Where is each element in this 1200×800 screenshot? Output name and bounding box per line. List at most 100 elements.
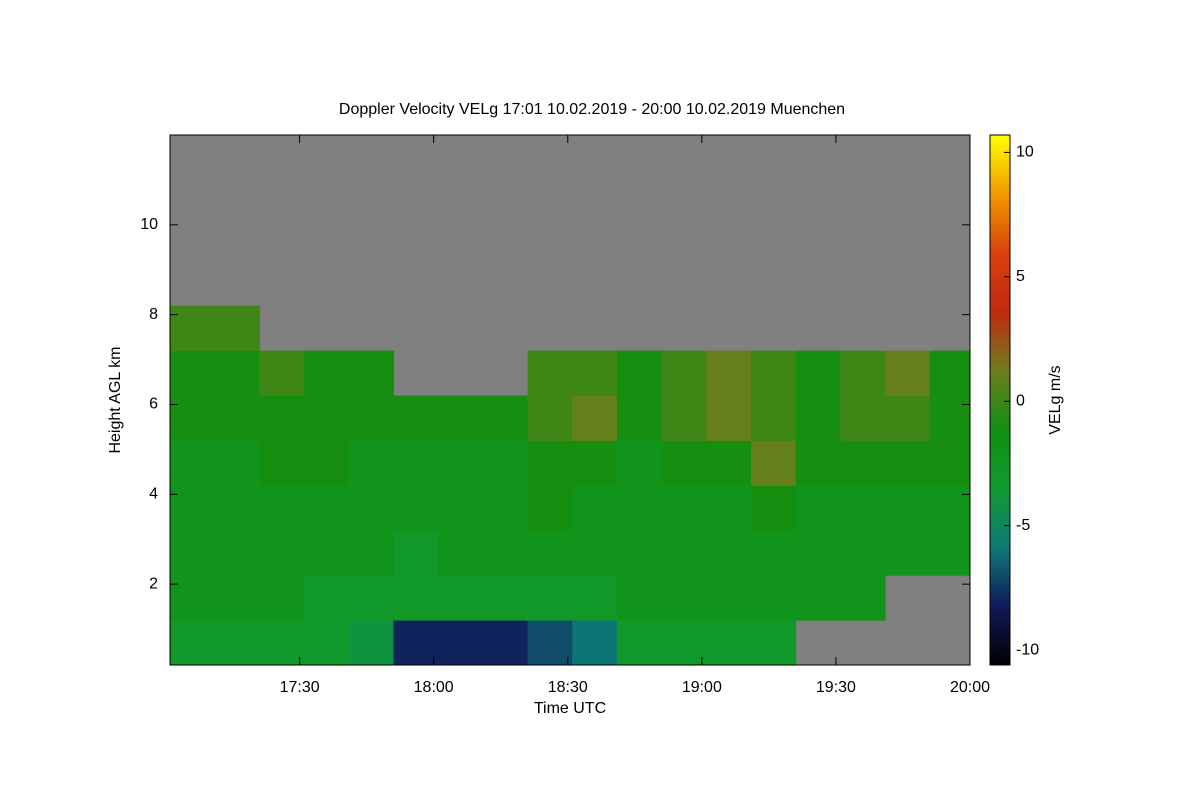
colorbar (989, 134, 1011, 666)
heatmap-cell (751, 575, 797, 621)
heatmap-cell (214, 530, 260, 576)
heatmap-cell (438, 530, 484, 576)
heatmap-cell (751, 530, 797, 576)
heatmap-cell (304, 440, 350, 486)
heatmap-cell (616, 350, 663, 397)
heatmap-cell (259, 530, 305, 576)
heatmap-cell (840, 530, 886, 576)
heatmap-cell (304, 350, 350, 397)
heatmap-cell (393, 440, 439, 486)
heatmap-cell (751, 440, 797, 486)
heatmap-cell (616, 575, 663, 621)
heatmap-cell (795, 530, 841, 576)
x-tick-label: 17:30 (280, 679, 320, 696)
heatmap-cell (706, 575, 752, 621)
heatmap-cell (751, 620, 797, 665)
heatmap-cell (616, 530, 663, 576)
x-tick-label: 19:00 (682, 679, 722, 696)
colorbar-tick-label: 5 (1016, 268, 1025, 285)
heatmap-cell (706, 395, 752, 441)
heatmap-cell (795, 350, 841, 397)
colorbar-tick-label: 10 (1016, 144, 1034, 161)
heatmap-cell (170, 530, 216, 576)
heatmap-cell (438, 440, 484, 486)
heatmap-cell (214, 440, 260, 486)
heatmap-cell (572, 620, 618, 665)
y-tick-label: 10 (140, 216, 158, 233)
x-axis-label: Time UTC (534, 700, 606, 717)
heatmap-cell (170, 440, 216, 486)
y-tick-label: 2 (149, 575, 158, 592)
heatmap-cell (616, 395, 663, 441)
x-tick-label: 18:30 (548, 679, 588, 696)
heatmap-cell (885, 485, 931, 531)
x-tick-label: 18:00 (414, 679, 454, 696)
heatmap-cell (259, 575, 305, 621)
heatmap-cell (795, 440, 841, 486)
heatmap-cell (259, 440, 305, 486)
heatmap-cell (170, 620, 216, 665)
heatmap-cell (259, 350, 305, 397)
heatmap-cell (214, 485, 260, 531)
heatmap-cell (929, 395, 970, 441)
heatmap-cell (885, 395, 931, 441)
heatmap-cell (259, 395, 305, 441)
heatmap-cell (527, 530, 573, 576)
heatmap-cell (751, 395, 797, 441)
heatmap-cell (527, 350, 573, 397)
heatmap-cell (527, 395, 573, 441)
heatmap-cell (304, 395, 350, 441)
y-tick-label: 4 (149, 486, 158, 503)
heatmap-cell (527, 575, 573, 621)
heatmap-cells (170, 305, 970, 665)
heatmap-cell (661, 530, 707, 576)
heatmap-cell (840, 485, 886, 531)
heatmap-cell (706, 620, 752, 665)
heatmap-cell (706, 530, 752, 576)
heatmap-cell (751, 485, 797, 531)
heatmap-cell (616, 485, 663, 531)
heatmap-cell (393, 620, 439, 665)
heatmap-cell (929, 350, 970, 397)
heatmap-cell (348, 485, 394, 531)
heatmap-cell (661, 350, 707, 397)
heatmap-cell (259, 485, 305, 531)
chart-title: Doppler Velocity VELg 17:01 10.02.2019 -… (339, 101, 845, 118)
heatmap-cell (393, 485, 439, 531)
heatmap-cell (482, 530, 529, 576)
heatmap-cell (304, 530, 350, 576)
heatmap-cell (751, 350, 797, 397)
heatmap-cell (482, 575, 529, 621)
heatmap-cell (214, 305, 260, 352)
colorbar-tick-label: -10 (1016, 641, 1039, 658)
heatmap-cell (482, 620, 529, 665)
heatmap-cell (527, 620, 573, 665)
heatmap-cell (572, 575, 618, 621)
plot-frame (169, 134, 971, 666)
heatmap-cell (661, 575, 707, 621)
heatmap-cell (393, 395, 439, 441)
heatmap-cell (170, 575, 216, 621)
heatmap-cell (795, 575, 841, 621)
heatmap-cell (572, 395, 618, 441)
heatmap-cell (572, 485, 618, 531)
heatmap-cell (661, 395, 707, 441)
heatmap-cell (840, 350, 886, 397)
heatmap-cell (616, 440, 663, 486)
x-tick-label: 19:30 (816, 679, 856, 696)
colorbar-label: VELg m/s (1047, 365, 1064, 434)
heatmap-cell (840, 575, 886, 621)
heatmap-cell (348, 620, 394, 665)
heatmap-cell (214, 395, 260, 441)
y-tick-label: 8 (149, 306, 158, 323)
heatmap-cell (572, 440, 618, 486)
heatmap-cell (304, 485, 350, 531)
heatmap-cell (706, 440, 752, 486)
colorbar-tick-label: -5 (1016, 517, 1030, 534)
heatmap-cell (214, 575, 260, 621)
heatmap-cell (795, 485, 841, 531)
heatmap-cell (482, 440, 529, 486)
heatmap-cell (214, 350, 260, 397)
heatmap-cell (885, 440, 931, 486)
y-tick-label: 6 (149, 396, 158, 413)
